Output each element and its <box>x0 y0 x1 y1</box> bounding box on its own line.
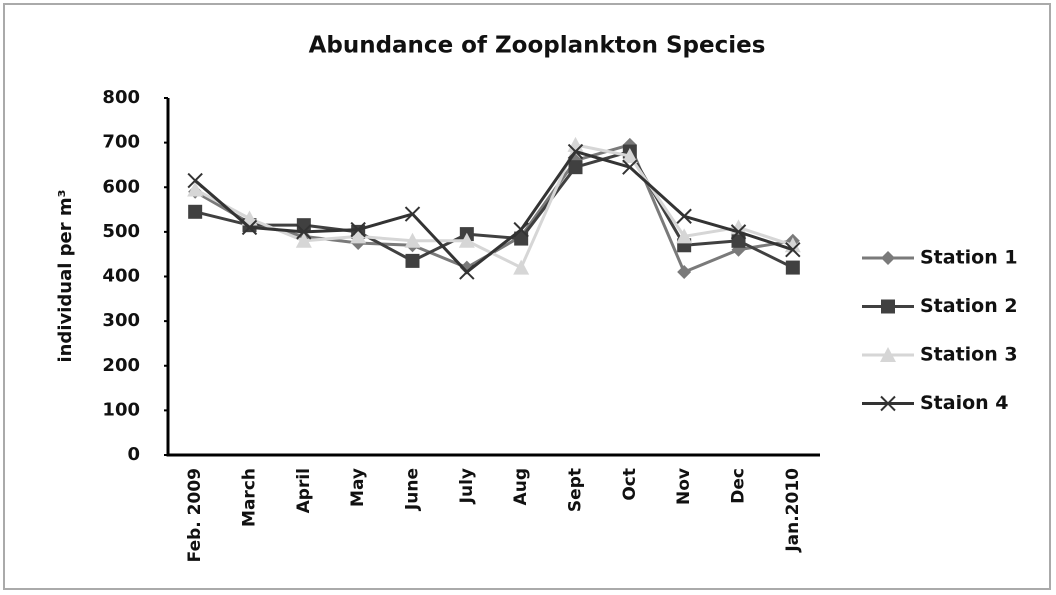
x-tick-label: May <box>348 468 368 507</box>
x-tick-label: Aug <box>511 468 531 505</box>
legend-marker <box>880 395 896 412</box>
y-tick-label: 200 <box>102 355 140 376</box>
data-point <box>513 259 530 275</box>
x-tick-label: Dec <box>729 468 749 504</box>
data-point <box>459 264 475 280</box>
data-point <box>296 224 312 240</box>
data-point <box>187 172 203 189</box>
data-point <box>677 265 692 280</box>
data-point <box>785 260 800 275</box>
data-point <box>405 253 420 268</box>
series-line <box>194 143 794 270</box>
legend-label: Station 3 <box>920 344 1018 366</box>
data-point <box>730 224 747 240</box>
x-tick-label: Nov <box>674 468 694 505</box>
x-tick-label: June <box>403 468 423 511</box>
y-tick-label: 600 <box>102 176 140 197</box>
data-point <box>622 159 638 175</box>
data-point <box>188 204 203 219</box>
y-tick-label: 100 <box>102 399 140 420</box>
x-tick-label: Sept <box>566 468 586 512</box>
chart-border <box>3 3 1051 590</box>
data-point <box>514 231 529 246</box>
data-point <box>785 242 801 258</box>
data-point <box>567 143 584 160</box>
y-tick-label: 400 <box>102 266 140 287</box>
data-point <box>350 221 366 238</box>
x-tick-label: July <box>457 468 477 504</box>
x-tick-label: March <box>240 468 260 527</box>
legend-marker <box>881 251 895 265</box>
legend-label: Station 1 <box>920 247 1018 269</box>
chart-title: Abundance of Zooplankton Species <box>309 33 766 59</box>
data-point <box>458 232 475 248</box>
y-tick-label: 300 <box>102 310 140 331</box>
y-axis-label: individual per m³ <box>55 189 76 362</box>
y-tick-label: 500 <box>102 221 140 242</box>
data-point <box>187 181 204 197</box>
y-tick-label: 700 <box>102 132 140 153</box>
data-point <box>404 206 421 222</box>
data-point <box>676 208 692 224</box>
data-point <box>621 148 638 164</box>
data-point <box>731 233 746 248</box>
y-tick-label: 0 <box>127 444 140 465</box>
series-line <box>194 149 794 275</box>
y-tick-label: 800 <box>102 87 140 108</box>
data-point <box>241 210 258 226</box>
x-tick-label: Jan.2010 <box>783 468 803 553</box>
data-point <box>568 160 583 175</box>
data-point <box>241 219 258 236</box>
x-tick-label: April <box>294 468 314 513</box>
legend-marker <box>881 299 895 314</box>
data-point <box>404 232 421 248</box>
legend-label: Staion 4 <box>920 392 1009 414</box>
legend-marker <box>880 347 896 362</box>
series-line <box>194 149 794 269</box>
data-point <box>295 232 312 248</box>
x-tick-label: Oct <box>620 468 640 501</box>
data-point <box>513 221 529 238</box>
x-tick-label: Feb. 2009 <box>185 468 205 562</box>
legend-label: Station 2 <box>920 295 1018 317</box>
data-point <box>676 228 693 244</box>
data-point <box>350 228 367 244</box>
